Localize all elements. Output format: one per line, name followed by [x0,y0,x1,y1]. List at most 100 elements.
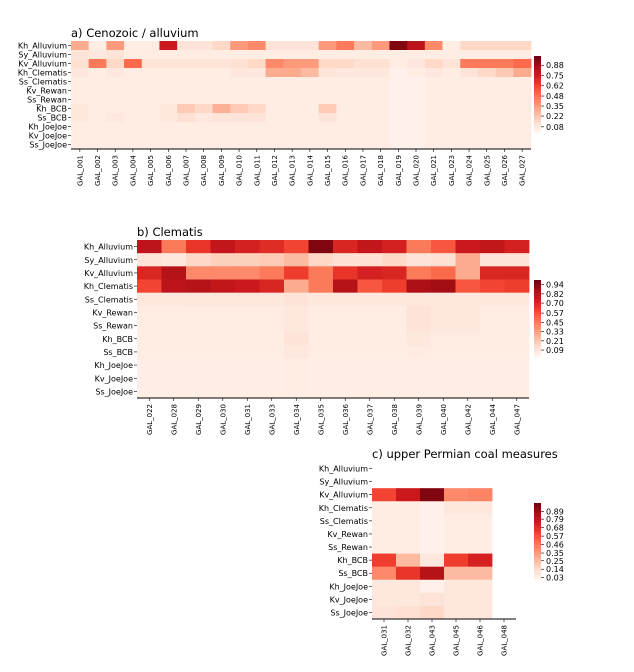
colorbar-gradient [534,514,541,517]
heatmap-cell [444,501,469,515]
heatmap-cell [124,131,143,141]
heatmap-cell [265,59,284,69]
heatmap-cell [71,140,90,150]
heatmap-cell [259,279,285,294]
colorbar-gradient [534,348,541,350]
heatmap-cell [308,305,334,320]
heatmap-cell [406,332,432,346]
heatmap-cell [194,113,213,123]
colorbar-gradient [534,97,541,99]
heatmap-cell [308,345,334,359]
row-label: Kh_Clematis [84,282,133,291]
colorbar-gradient [534,112,541,115]
heatmap-cell [177,104,196,114]
colorbar-gradient [534,283,541,286]
colorbar-gradient [534,117,541,120]
heatmap-cell [247,59,267,69]
heatmap-cell [382,358,407,373]
heatmap-cell [212,140,231,150]
colorbar-gradient [534,540,541,542]
heatmap-cell [141,113,160,123]
heatmap-cell [504,240,530,254]
colorbar-gradient [534,559,541,562]
heatmap-cell [396,514,421,528]
heatmap-cell [504,253,530,267]
colorbar-gradient [534,313,541,315]
colorbar-gradient [534,558,541,560]
heatmap-cell [333,292,358,307]
heatmap-cell [336,86,355,96]
heatmap-cell [308,332,334,346]
heatmap-cell [284,358,309,373]
heatmap-cell [137,319,162,333]
heatmap-cell [382,305,407,320]
colorbar-gradient [534,99,541,102]
heatmap-cell [336,59,355,69]
colorbar-gradient [534,353,541,355]
row-label: Kh_BCB [337,556,368,565]
heatmap-cell [186,371,211,386]
colorbar-gradient [534,91,541,94]
colorbar-gradient [534,520,541,523]
heatmap-cell [442,86,461,96]
heatmap-cell [124,59,143,69]
colorbar-gradient [534,503,541,505]
heatmap-cell [283,131,302,141]
row-label: Kv_Alluvium [319,491,368,500]
heatmap-cell [333,279,358,294]
column-label: GAL_014 [306,154,314,186]
heatmap-cell [186,305,211,320]
heatmap-cell [504,358,530,373]
heatmap-cell [161,358,187,373]
colorbar-gradient [534,536,541,538]
colorbar-gradient [534,281,541,283]
colorbar-tick-label: 0.14 [546,565,564,574]
heatmap-cell [308,358,334,373]
row-label: Kh_Alluvium [319,465,368,474]
heatmap-cell [210,240,236,254]
heatmap-cell [420,501,445,515]
heatmap-cell [230,68,249,78]
heatmap-cell [230,131,249,141]
colorbar-gradient [534,550,541,553]
heatmap-cell [444,488,469,502]
heatmap-cell [230,41,249,51]
heatmap-cell [88,86,107,96]
heatmap-cell [406,345,432,359]
heatmap-cell [444,579,469,594]
heatmap-cell [442,104,461,114]
heatmap-cell [477,104,497,114]
heatmap-cell [318,86,337,96]
colorbar-gradient [534,335,541,337]
colorbar-tick-label: 0.48 [546,92,564,101]
column-label: GAL_036 [342,403,350,435]
heatmap-cell [265,113,284,123]
heatmap-cell [308,384,334,399]
heatmap-cell [406,266,432,280]
heatmap-cell [455,384,481,399]
heatmap-cell [235,371,260,386]
heatmap-cell [265,77,284,87]
heatmap-cell [372,553,397,568]
colorbar-tick-label: 0.33 [546,328,564,337]
colorbar-tick-label: 0.25 [546,557,564,566]
heatmap-cell [177,50,196,60]
heatmap-cell [308,253,334,267]
heatmap-cell [396,579,421,594]
colorbar-gradient [534,68,541,71]
heatmap-cell [480,371,505,386]
heatmap-cell [88,68,107,78]
row-label: Ss_BCB [103,348,133,357]
colorbar-gradient [534,322,541,324]
column-label: GAL_035 [317,404,325,435]
colorbar-gradient [534,333,541,336]
heatmap-cell [389,59,408,69]
heatmap-cell [318,77,337,87]
column-label: GAL_003 [112,155,120,186]
heatmap-cell [210,292,236,307]
heatmap-cell [444,592,469,607]
column-label: GAL_048 [501,625,509,656]
row-label: Ss_BCB [37,114,67,123]
heatmap-cell [513,131,532,141]
colorbar-gradient [534,314,541,317]
